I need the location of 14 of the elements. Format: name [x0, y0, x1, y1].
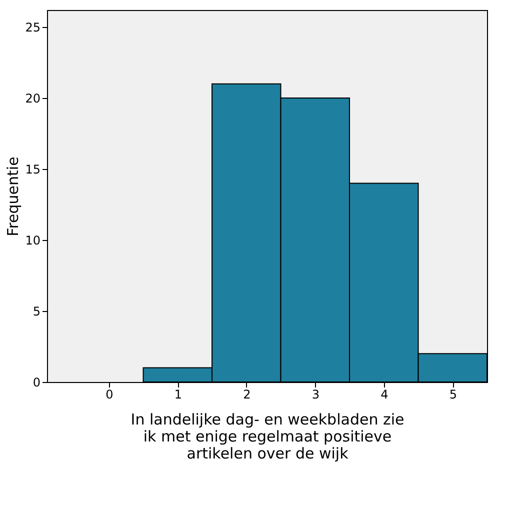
- x-tick-label: 4: [380, 388, 388, 402]
- y-tick-label: 5: [32, 304, 40, 319]
- x-tick-label: 2: [243, 388, 251, 402]
- y-tick-label: 20: [25, 92, 40, 106]
- x-axis-title: In landelijke dag- en weekbladen zie ik met enige regelmaat positieve artikelen over de wijk: [130, 410, 404, 462]
- y-axis-title: Frequentie: [4, 156, 22, 236]
- x-tick-label: 5: [449, 388, 457, 402]
- x-tick-label: 1: [174, 388, 182, 402]
- x-tick-label: 3: [312, 388, 320, 402]
- y-tick-label: 15: [25, 162, 40, 177]
- y-tick-label: 25: [25, 20, 40, 35]
- y-tick-label: 0: [32, 376, 40, 390]
- y-tick-label: 10: [25, 234, 40, 248]
- x-tick-label: 0: [106, 388, 114, 402]
